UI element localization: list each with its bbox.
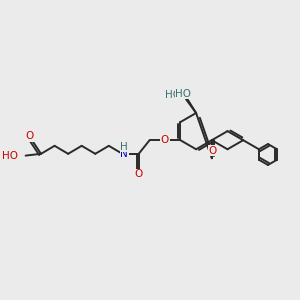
Text: HO: HO	[2, 151, 18, 160]
Text: O: O	[26, 131, 34, 141]
Text: HO: HO	[175, 88, 191, 99]
Text: O: O	[135, 169, 143, 179]
Text: HO: HO	[165, 91, 181, 100]
Text: N: N	[121, 149, 128, 159]
Text: H: H	[121, 142, 128, 152]
Text: O: O	[209, 146, 217, 156]
Text: O: O	[161, 135, 169, 145]
